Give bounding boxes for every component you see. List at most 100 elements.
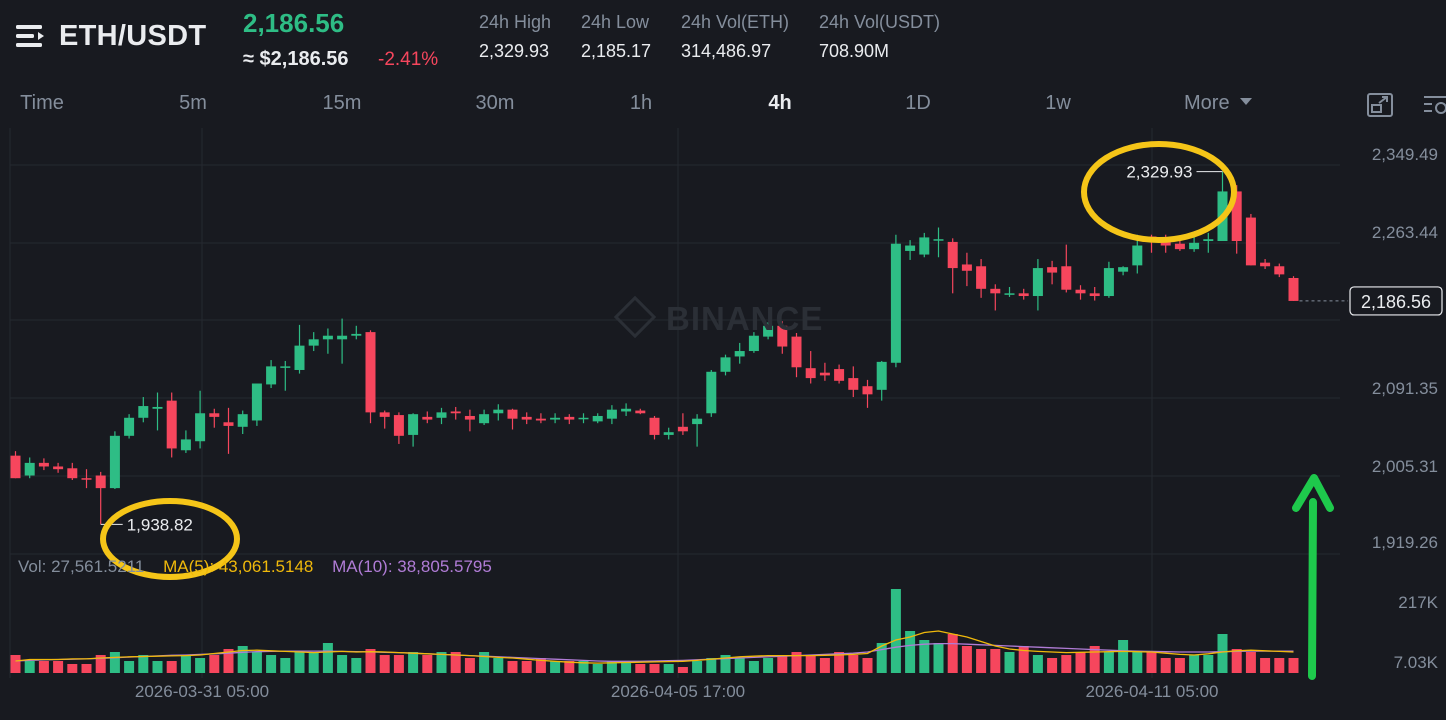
stat-value-24h-high: 2,329.93 xyxy=(479,41,550,61)
volume-indicator-legend: Vol: 27,561.5211 MA(5): 43,061.5148 MA(1… xyxy=(18,557,506,577)
current-price-label: 2,186.56 xyxy=(1361,292,1431,312)
volume-bar xyxy=(1047,658,1058,673)
volume-bar xyxy=(1274,658,1285,673)
volume-bar xyxy=(990,649,1001,673)
time-axis-label: 2026-04-11 05:00 xyxy=(1086,682,1219,701)
volume-bar xyxy=(1103,652,1114,673)
tab-1h[interactable]: 1h xyxy=(629,92,653,114)
candle-body xyxy=(933,239,944,241)
volume-bar xyxy=(24,661,35,673)
ma10-value: MA(10): 38,805.5795 xyxy=(332,557,492,576)
candle-body xyxy=(649,417,660,435)
tab-1w[interactable]: 1w xyxy=(1045,92,1071,114)
volume-bar xyxy=(933,643,944,673)
candle-body xyxy=(1061,266,1072,290)
volume-bar xyxy=(180,655,191,673)
candle-body xyxy=(720,357,731,372)
tab-more[interactable]: More xyxy=(1184,92,1253,115)
stat-value-24h-low: 2,185.17 xyxy=(581,41,652,61)
tab-4h[interactable]: 4h xyxy=(768,92,792,114)
candle-body xyxy=(95,475,106,489)
stat-value-24h-vol-eth: 314,486.97 xyxy=(681,41,772,61)
tab-1d[interactable]: 1D xyxy=(905,92,931,114)
volume-bar xyxy=(1118,640,1129,673)
fullscreen-icon[interactable] xyxy=(1366,92,1394,118)
volume-bar xyxy=(720,655,731,673)
candle-body xyxy=(848,378,859,390)
chart-area[interactable]: 2,186.56 2,349.49 2,263.44 2,091.35 2,005.31… xyxy=(0,128,1446,720)
last-price: 2,186.56 xyxy=(243,8,345,38)
volume-bar xyxy=(635,664,646,673)
volume-axis-label: 7.03K xyxy=(1394,653,1439,672)
volume-bar xyxy=(294,652,305,673)
candle-body xyxy=(521,416,532,420)
candle-body xyxy=(365,332,376,413)
volume-bar xyxy=(834,652,845,673)
tab-5m[interactable]: 5m xyxy=(179,92,207,114)
candle-body xyxy=(379,412,390,417)
candle-body xyxy=(266,366,277,385)
candlestick-chart[interactable]: 2,186.56 2,349.49 2,263.44 2,091.35 2,005.31… xyxy=(0,128,1446,720)
candle-body xyxy=(464,415,475,420)
candle-body xyxy=(81,478,92,480)
candle-body xyxy=(961,264,972,271)
candle-body xyxy=(692,418,703,425)
candle-body xyxy=(635,410,646,414)
volume-bar xyxy=(251,652,262,673)
volume-bar xyxy=(677,667,688,673)
menu-icon[interactable] xyxy=(14,22,46,50)
volume-bar xyxy=(1004,652,1015,673)
candle-body xyxy=(294,345,305,370)
candle-body xyxy=(280,366,291,368)
candle-body xyxy=(805,368,816,379)
candle-body xyxy=(237,414,248,427)
usd-price: ≈ $2,186.56 xyxy=(243,48,349,70)
caret-down-icon xyxy=(1240,98,1253,105)
pair-title[interactable]: ETH/USDT xyxy=(59,20,207,52)
max-price-label: 2,329.93 xyxy=(1126,163,1192,182)
volume-bar xyxy=(1231,649,1242,673)
chart-settings-icon[interactable] xyxy=(1424,92,1446,118)
stat-value-24h-vol-usdt: 708.90M xyxy=(819,41,890,61)
price-axis-label: 2,349.49 xyxy=(1372,145,1438,164)
tab-15m[interactable]: 15m xyxy=(322,92,362,114)
candle-body xyxy=(351,333,362,336)
candle-body xyxy=(1203,239,1214,242)
candle-body xyxy=(734,351,745,357)
volume-bar xyxy=(450,652,461,673)
stat-label-24h-vol-usdt: 24h Vol(USDT) xyxy=(819,12,941,32)
volume-bar xyxy=(734,658,745,673)
candle-body xyxy=(436,412,447,418)
volume-bar xyxy=(649,664,660,673)
max-highlight-circle xyxy=(1081,141,1237,243)
candle-body xyxy=(322,335,333,340)
candle-body xyxy=(748,335,759,352)
ma5-line xyxy=(15,630,1294,664)
tab-time[interactable]: Time xyxy=(20,92,64,114)
candle-body xyxy=(124,417,135,436)
volume-bar xyxy=(1075,652,1086,673)
candle-body xyxy=(890,243,901,363)
candle-body xyxy=(919,237,930,255)
candle-body xyxy=(507,409,518,419)
candle-body xyxy=(990,288,1001,294)
volume-bar xyxy=(393,655,404,673)
up-arrow-annotation xyxy=(1308,498,1317,680)
volume-bar xyxy=(152,661,163,673)
candle-body xyxy=(1018,293,1029,297)
candle-body xyxy=(706,371,717,414)
interval-tabs: Time 5m 15m 30m 1h 4h 1D 1w More xyxy=(0,82,1446,128)
volume-bar xyxy=(138,655,149,673)
tab-30m[interactable]: 30m xyxy=(475,92,515,114)
candle-body xyxy=(450,411,461,414)
volume-bar xyxy=(493,658,504,673)
volume-bar xyxy=(308,652,319,673)
candle-body xyxy=(763,325,774,337)
time-axis-label: 2026-03-31 05:00 xyxy=(135,682,269,701)
price-axis-label: 2,005.31 xyxy=(1372,457,1438,476)
candle-body xyxy=(10,455,21,479)
volume-bar xyxy=(67,664,78,673)
volume-bar xyxy=(223,649,234,673)
candle-body xyxy=(1103,268,1114,297)
candle-body xyxy=(564,416,575,420)
